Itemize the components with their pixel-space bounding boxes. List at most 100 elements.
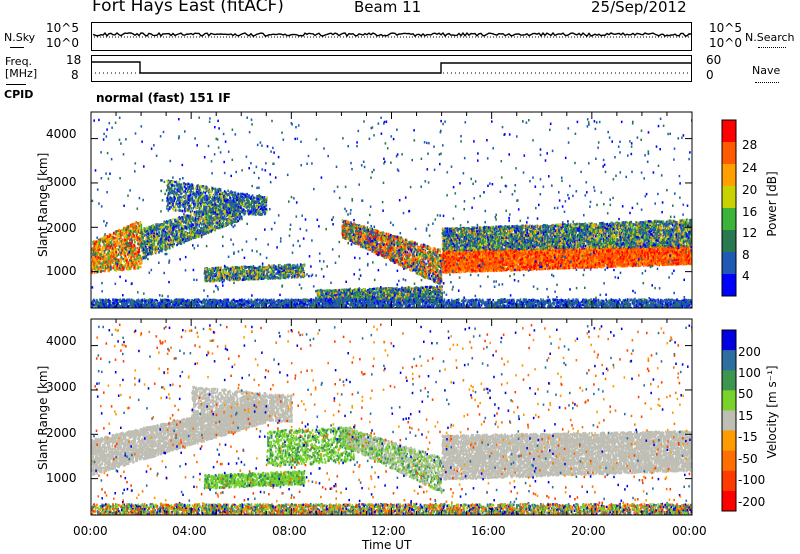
power-cell bbox=[92, 243, 94, 245]
power-cell bbox=[128, 242, 130, 244]
power-cell bbox=[137, 263, 139, 265]
power-cell bbox=[113, 255, 115, 257]
power-cell bbox=[126, 260, 128, 262]
power-cell bbox=[108, 236, 110, 238]
power-cell bbox=[98, 267, 100, 269]
power-cell bbox=[114, 258, 116, 260]
power-cell bbox=[130, 230, 132, 232]
power-cell bbox=[104, 261, 106, 263]
power-cell bbox=[128, 256, 130, 258]
power-cell bbox=[134, 266, 136, 268]
power-cell bbox=[136, 235, 138, 237]
power-cell bbox=[108, 258, 110, 260]
power-cell bbox=[92, 247, 94, 249]
power-cell bbox=[104, 265, 106, 267]
power-cell bbox=[102, 241, 104, 243]
power-cell bbox=[117, 233, 119, 235]
power-cell bbox=[137, 243, 139, 245]
power-cell bbox=[121, 245, 123, 247]
power-cell bbox=[108, 240, 110, 242]
power-cell bbox=[94, 248, 96, 250]
power-cell bbox=[107, 252, 109, 254]
power-cell bbox=[100, 260, 102, 262]
power-cell bbox=[123, 227, 125, 229]
power-cell bbox=[96, 240, 98, 242]
power-cell bbox=[127, 265, 129, 267]
power-cell bbox=[122, 248, 124, 250]
power-cell bbox=[114, 249, 116, 251]
power-cell bbox=[106, 239, 108, 241]
power-cell bbox=[123, 240, 125, 242]
power-cell bbox=[132, 264, 134, 266]
power-cell bbox=[96, 266, 98, 268]
power-cell bbox=[104, 239, 106, 241]
power-cell bbox=[118, 259, 120, 261]
power-cell bbox=[134, 241, 136, 243]
power-cell bbox=[121, 264, 123, 266]
power-cell bbox=[117, 242, 119, 244]
power-cell bbox=[99, 241, 101, 243]
power-cell bbox=[115, 266, 117, 268]
power-cell bbox=[110, 263, 112, 265]
power-cell bbox=[139, 235, 141, 237]
power-cell bbox=[99, 248, 101, 250]
power-cell bbox=[100, 265, 102, 267]
power-cell bbox=[104, 250, 106, 252]
power-cell bbox=[109, 246, 111, 248]
power-cell bbox=[136, 227, 138, 229]
power-cell bbox=[132, 259, 134, 261]
power-cell bbox=[99, 245, 101, 247]
power-cell bbox=[104, 236, 106, 238]
power-cell bbox=[132, 246, 134, 248]
power-cell bbox=[105, 248, 107, 250]
power-cell bbox=[135, 262, 137, 264]
power-cell bbox=[104, 255, 106, 257]
power-cell bbox=[113, 232, 115, 234]
power-cell bbox=[102, 246, 104, 248]
power-cell bbox=[111, 240, 113, 242]
power-cell bbox=[129, 245, 131, 247]
power-cell bbox=[94, 242, 96, 244]
power-cell bbox=[113, 252, 115, 254]
power-cell bbox=[131, 229, 133, 231]
power-cell bbox=[117, 238, 119, 240]
power-cell bbox=[97, 250, 99, 252]
power-cell bbox=[113, 265, 115, 267]
power-cell bbox=[117, 267, 119, 269]
power-cell bbox=[93, 258, 95, 260]
power-cell bbox=[102, 270, 104, 272]
power-cell bbox=[104, 244, 106, 246]
power-cell bbox=[139, 227, 141, 229]
plot-canvas bbox=[0, 0, 800, 554]
power-cell bbox=[138, 249, 140, 251]
power-cell bbox=[101, 263, 103, 265]
power-cell bbox=[104, 270, 106, 272]
power-cell bbox=[102, 254, 104, 256]
power-cell bbox=[119, 251, 121, 253]
power-cell bbox=[117, 248, 119, 250]
power-cell bbox=[118, 253, 120, 255]
power-cell bbox=[136, 253, 138, 255]
power-cell bbox=[136, 259, 138, 261]
power-cell bbox=[118, 230, 120, 232]
power-cell bbox=[108, 248, 110, 250]
power-cell bbox=[124, 230, 126, 232]
power-cell bbox=[121, 269, 123, 271]
power-cell bbox=[118, 235, 120, 237]
power-cell bbox=[125, 248, 127, 250]
power-cell bbox=[128, 247, 130, 249]
power-cell bbox=[129, 254, 131, 256]
power-cell bbox=[139, 262, 141, 264]
power-cell bbox=[115, 255, 117, 257]
power-cell bbox=[96, 268, 98, 270]
power-cell bbox=[121, 232, 123, 234]
power-cell bbox=[125, 246, 127, 248]
power-cell bbox=[105, 236, 107, 238]
power-cell bbox=[134, 245, 136, 247]
power-cell bbox=[115, 269, 117, 271]
power-cell bbox=[118, 249, 120, 251]
power-cell bbox=[129, 226, 131, 228]
power-cell bbox=[194, 211, 196, 213]
power-cell bbox=[110, 257, 112, 259]
power-cell bbox=[106, 243, 108, 245]
